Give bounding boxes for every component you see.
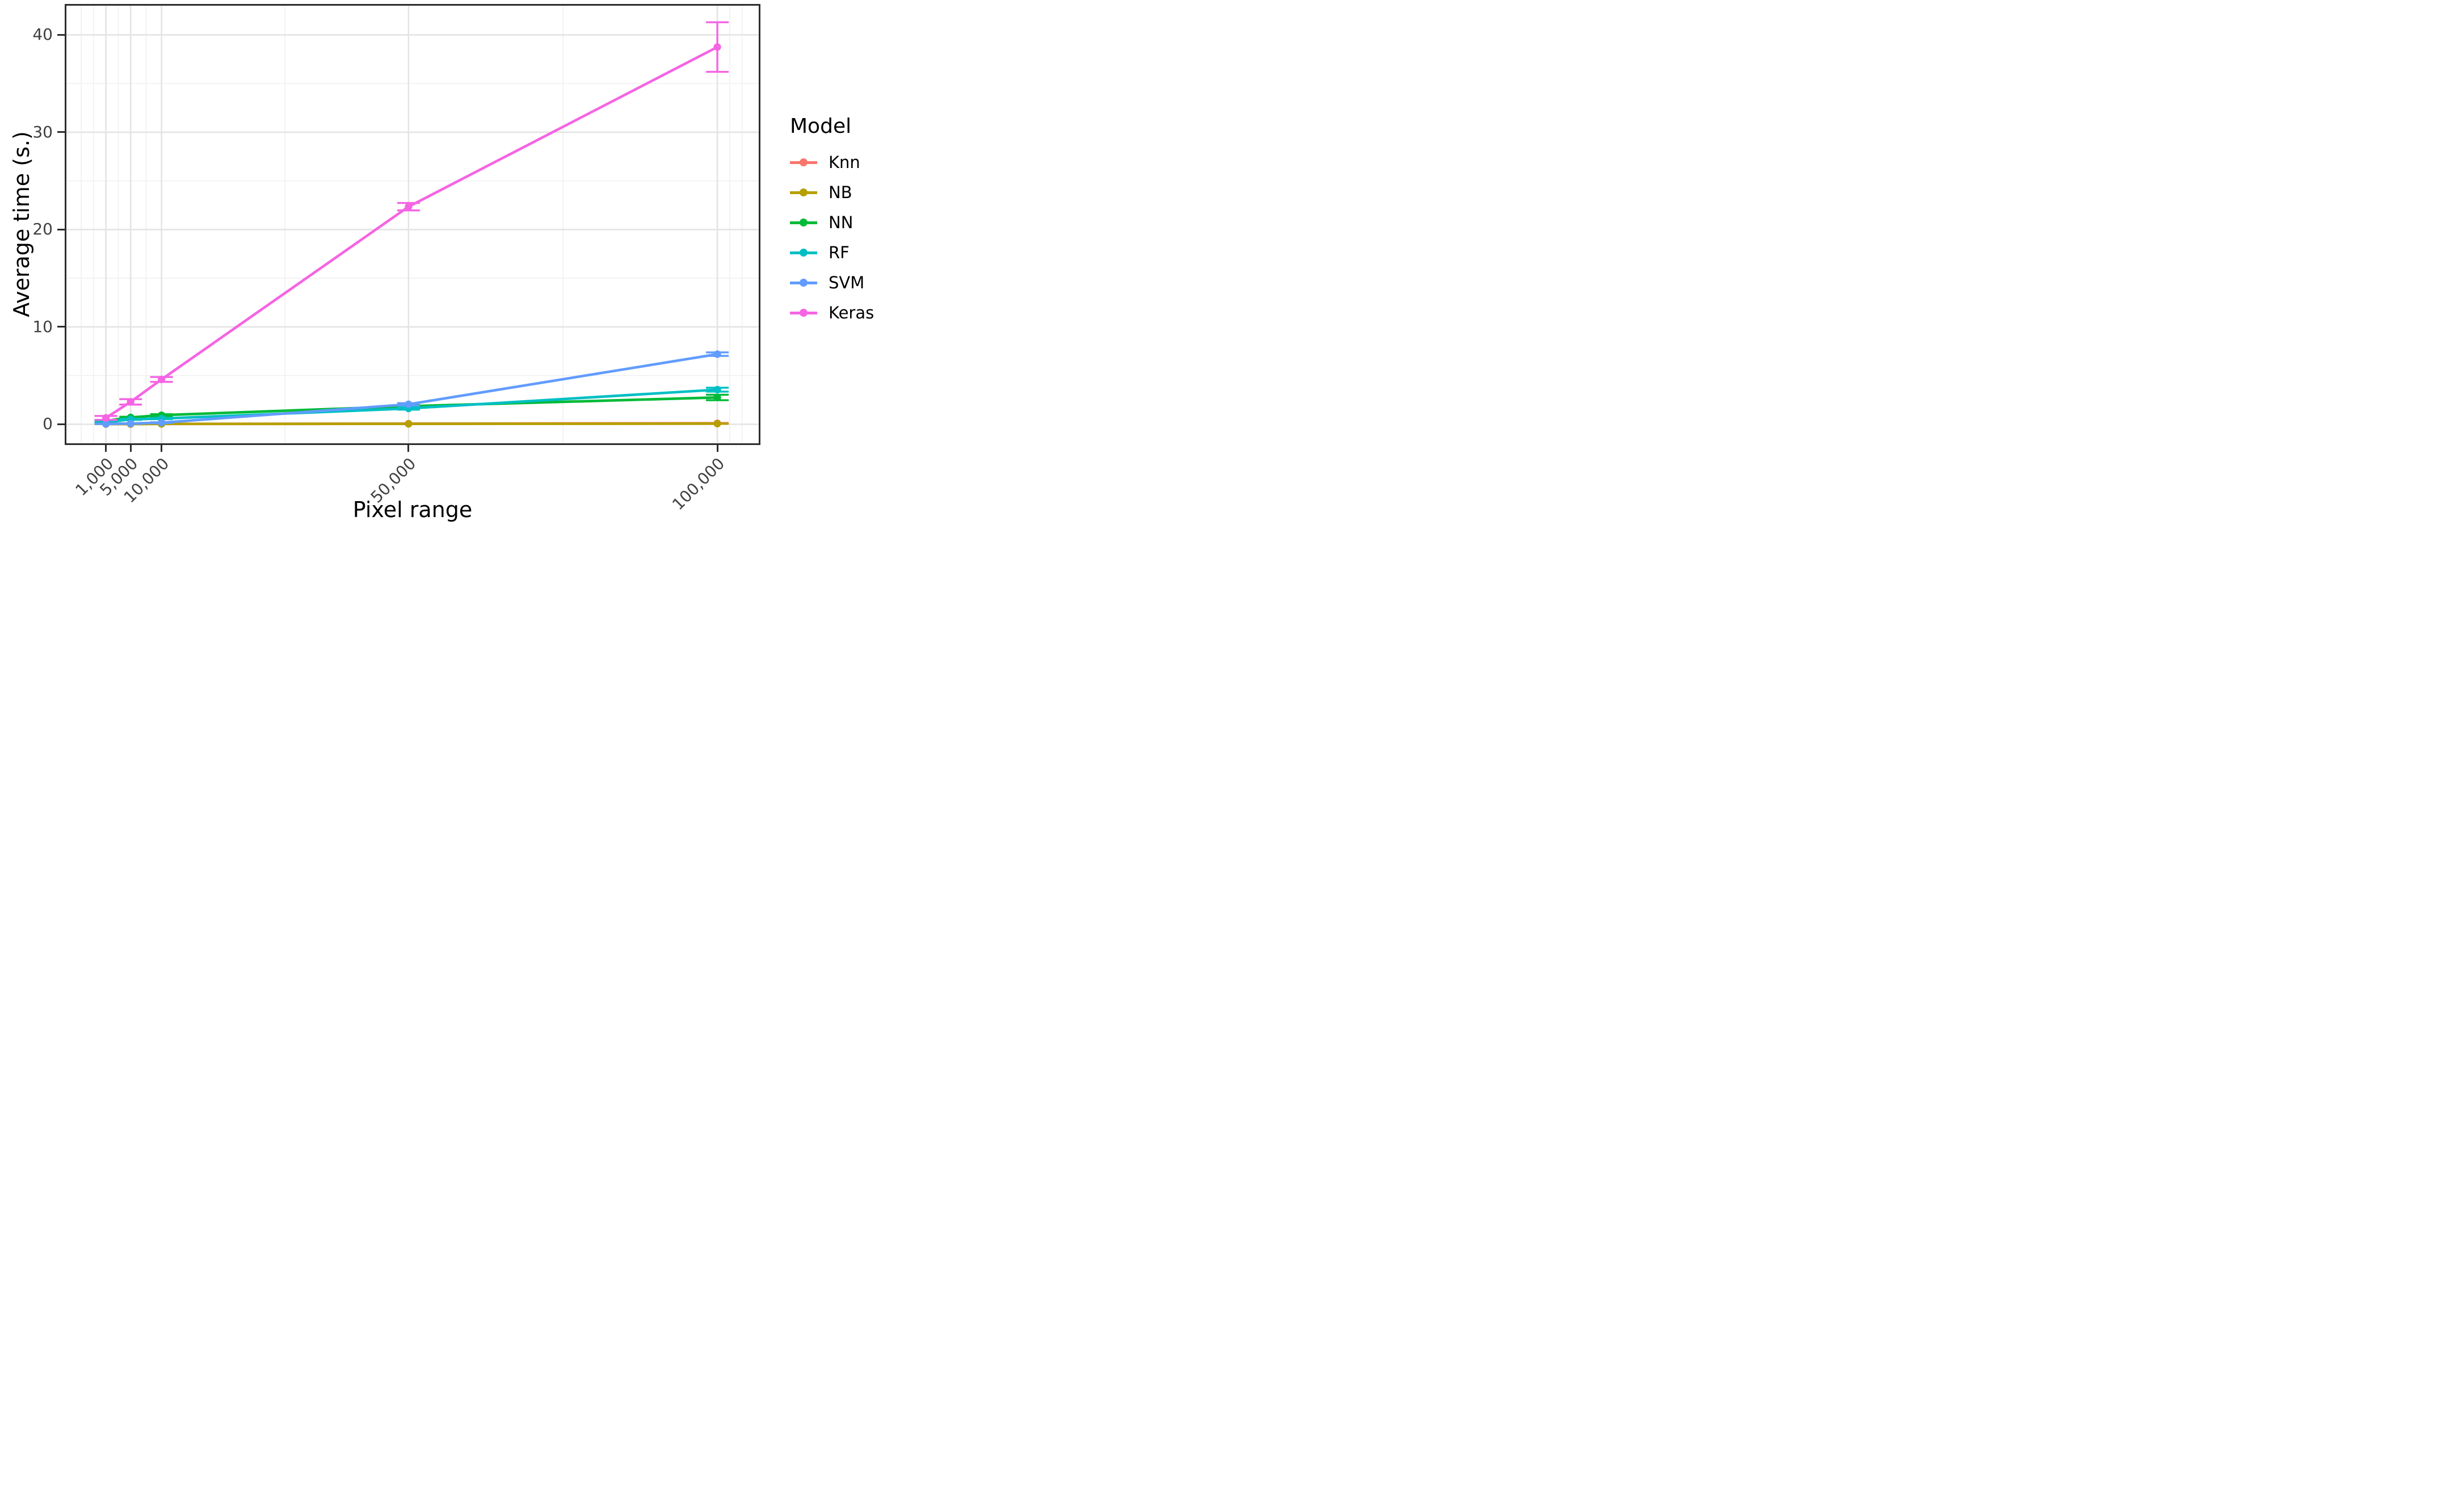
legend-item-nn: NN	[790, 212, 853, 233]
legend-key-icon	[790, 212, 817, 233]
data-point-keras	[158, 375, 166, 384]
y-axis-title: Average time (s.)	[9, 131, 34, 317]
data-point-nn	[713, 393, 721, 401]
x-tick-label: 100,000	[668, 454, 729, 514]
y-tick-label: 10	[32, 317, 53, 336]
data-point-svm	[127, 419, 134, 427]
legend-item-svm: SVM	[790, 272, 864, 293]
legend-label: NB	[829, 183, 852, 202]
x-axis-title: Pixel range	[352, 497, 473, 522]
data-point-svm	[158, 419, 166, 427]
legend-key-dot	[800, 188, 808, 196]
data-point-nb	[405, 420, 413, 428]
legend-label: NN	[829, 213, 853, 232]
legend-key-icon	[790, 182, 817, 203]
legend-item-knn: Knn	[790, 152, 860, 173]
x-tick-mark	[129, 443, 132, 452]
legend-item-nb: NB	[790, 182, 852, 203]
legend-item-keras: Keras	[790, 303, 874, 323]
y-tick-label: 0	[43, 414, 53, 434]
plot-panel	[65, 4, 760, 445]
chart-figure: 0 10 20 30 40 1,000 5,000 10,000 50,000 100,000 …	[0, 0, 874, 527]
data-point-nb	[713, 419, 721, 427]
data-point-keras	[102, 414, 110, 422]
x-tick-mark	[716, 443, 718, 452]
legend-label: SVM	[829, 273, 865, 292]
y-tick-mark	[57, 228, 66, 230]
legend-item-rf: RF	[790, 242, 850, 263]
data-point-keras	[127, 398, 134, 406]
y-tick-label: 40	[32, 25, 53, 44]
data-point-svm	[713, 350, 721, 358]
legend-key-icon	[790, 303, 817, 323]
legend: Model Knn NB NN RF SVM Keras	[790, 0, 874, 527]
data-point-keras	[405, 203, 413, 211]
legend-key-dot	[800, 309, 808, 317]
legend-label: RF	[829, 243, 850, 262]
legend-key-icon	[790, 242, 817, 263]
data-point-keras	[713, 43, 721, 51]
legend-key-dot	[800, 249, 808, 257]
legend-key-icon	[790, 272, 817, 293]
legend-label: Knn	[829, 153, 860, 172]
x-tick-mark	[407, 443, 410, 452]
legend-label: Keras	[829, 303, 874, 322]
data-point-rf	[713, 385, 721, 394]
legend-key-dot	[800, 279, 808, 287]
data-point-svm	[102, 420, 110, 428]
x-tick-mark	[105, 443, 107, 452]
y-tick-mark	[57, 131, 66, 133]
y-tick-label: 20	[32, 220, 53, 239]
series-line-keras	[104, 45, 719, 419]
legend-key-icon	[790, 152, 817, 173]
plot-canvas	[66, 6, 759, 443]
x-tick-mark	[161, 443, 163, 452]
legend-key-dot	[800, 219, 808, 226]
y-tick-mark	[57, 423, 66, 425]
legend-title: Model	[790, 115, 852, 138]
data-point-svm	[405, 400, 413, 408]
legend-key-dot	[800, 158, 808, 166]
y-tick-mark	[57, 326, 66, 328]
y-tick-mark	[57, 33, 66, 36]
y-tick-label: 30	[32, 122, 53, 141]
